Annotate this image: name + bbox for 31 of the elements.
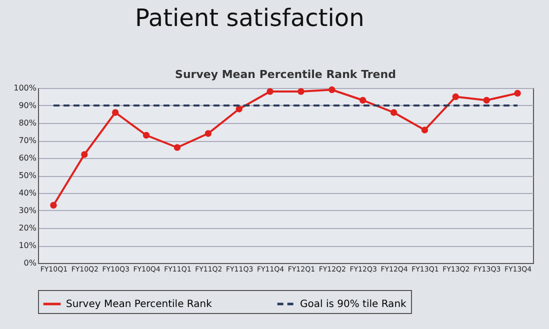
legend-label: Goal is 90% tile Rank — [300, 299, 407, 310]
y-tick-label: 90% — [18, 101, 37, 110]
point — [112, 109, 119, 116]
chart-title: Patient satisfaction — [135, 4, 366, 34]
point — [483, 96, 490, 104]
point — [298, 88, 304, 95]
point — [50, 202, 57, 209]
point — [204, 130, 212, 137]
point — [81, 151, 88, 158]
point — [359, 96, 366, 104]
point — [174, 144, 181, 151]
point — [452, 93, 460, 100]
point — [142, 132, 150, 139]
point — [421, 126, 428, 134]
y-tick-label: 50% — [18, 171, 37, 180]
point — [328, 86, 336, 94]
y-tick-label: 10% — [18, 241, 37, 250]
chart-subtitle: Survey Mean Percentile Rank Trend — [175, 68, 396, 81]
y-tick-label: 20% — [18, 224, 37, 232]
point — [514, 90, 521, 97]
y-tick-label: 100% — [14, 84, 37, 92]
point — [236, 106, 242, 112]
point — [266, 88, 274, 95]
y-tick-label: 70% — [18, 136, 37, 145]
y-tick-label: 0% — [24, 258, 37, 268]
point — [390, 109, 398, 116]
y-tick-label: 60% — [18, 154, 37, 162]
legend-label: Survey Mean Percentile Rank — [66, 299, 212, 310]
y-tick-label: 30% — [18, 206, 37, 215]
y-tick-label: 40% — [18, 188, 37, 198]
y-tick-label: 80% — [18, 118, 37, 128]
